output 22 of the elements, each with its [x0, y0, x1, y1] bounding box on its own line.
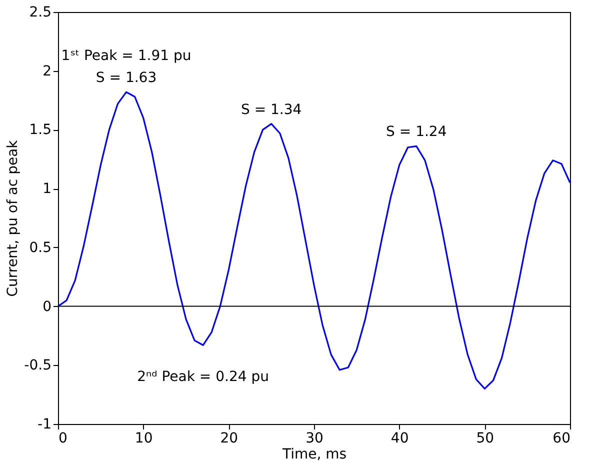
y-tick-label: 2	[42, 63, 52, 80]
y-tick-label: 0.5	[29, 240, 52, 256]
y-tick-label: 0	[42, 298, 52, 315]
y-tick-label: 2.5	[29, 4, 52, 20]
annotation: 1ˢᵗ Peak = 1.91 pu	[61, 48, 192, 64]
x-tick-label: 10	[134, 430, 153, 446]
annotation: S = 1.34	[240, 102, 302, 118]
annotation: S = 1.63	[96, 70, 157, 86]
x-tick-label: 20	[220, 430, 238, 446]
y-tick-label: 1	[42, 181, 52, 198]
y-tick-label: -0.5	[24, 358, 52, 374]
x-tick-label: 40	[390, 430, 409, 446]
y-tick-label: -1	[38, 416, 52, 432]
annotation: 2ⁿᵈ Peak = 0.24 pu	[137, 369, 270, 386]
x-tick-label: 0	[58, 430, 68, 446]
x-axis-title: Time, ms	[281, 446, 347, 462]
y-tick-label: 1.5	[29, 122, 52, 138]
y-axis-title: Current, pu of ac peak	[5, 139, 22, 297]
x-tick-label: 30	[306, 430, 324, 446]
annotation: S = 1.24	[386, 124, 447, 140]
x-tick-label: 60	[552, 430, 570, 446]
x-tick-label: 50	[476, 430, 494, 446]
